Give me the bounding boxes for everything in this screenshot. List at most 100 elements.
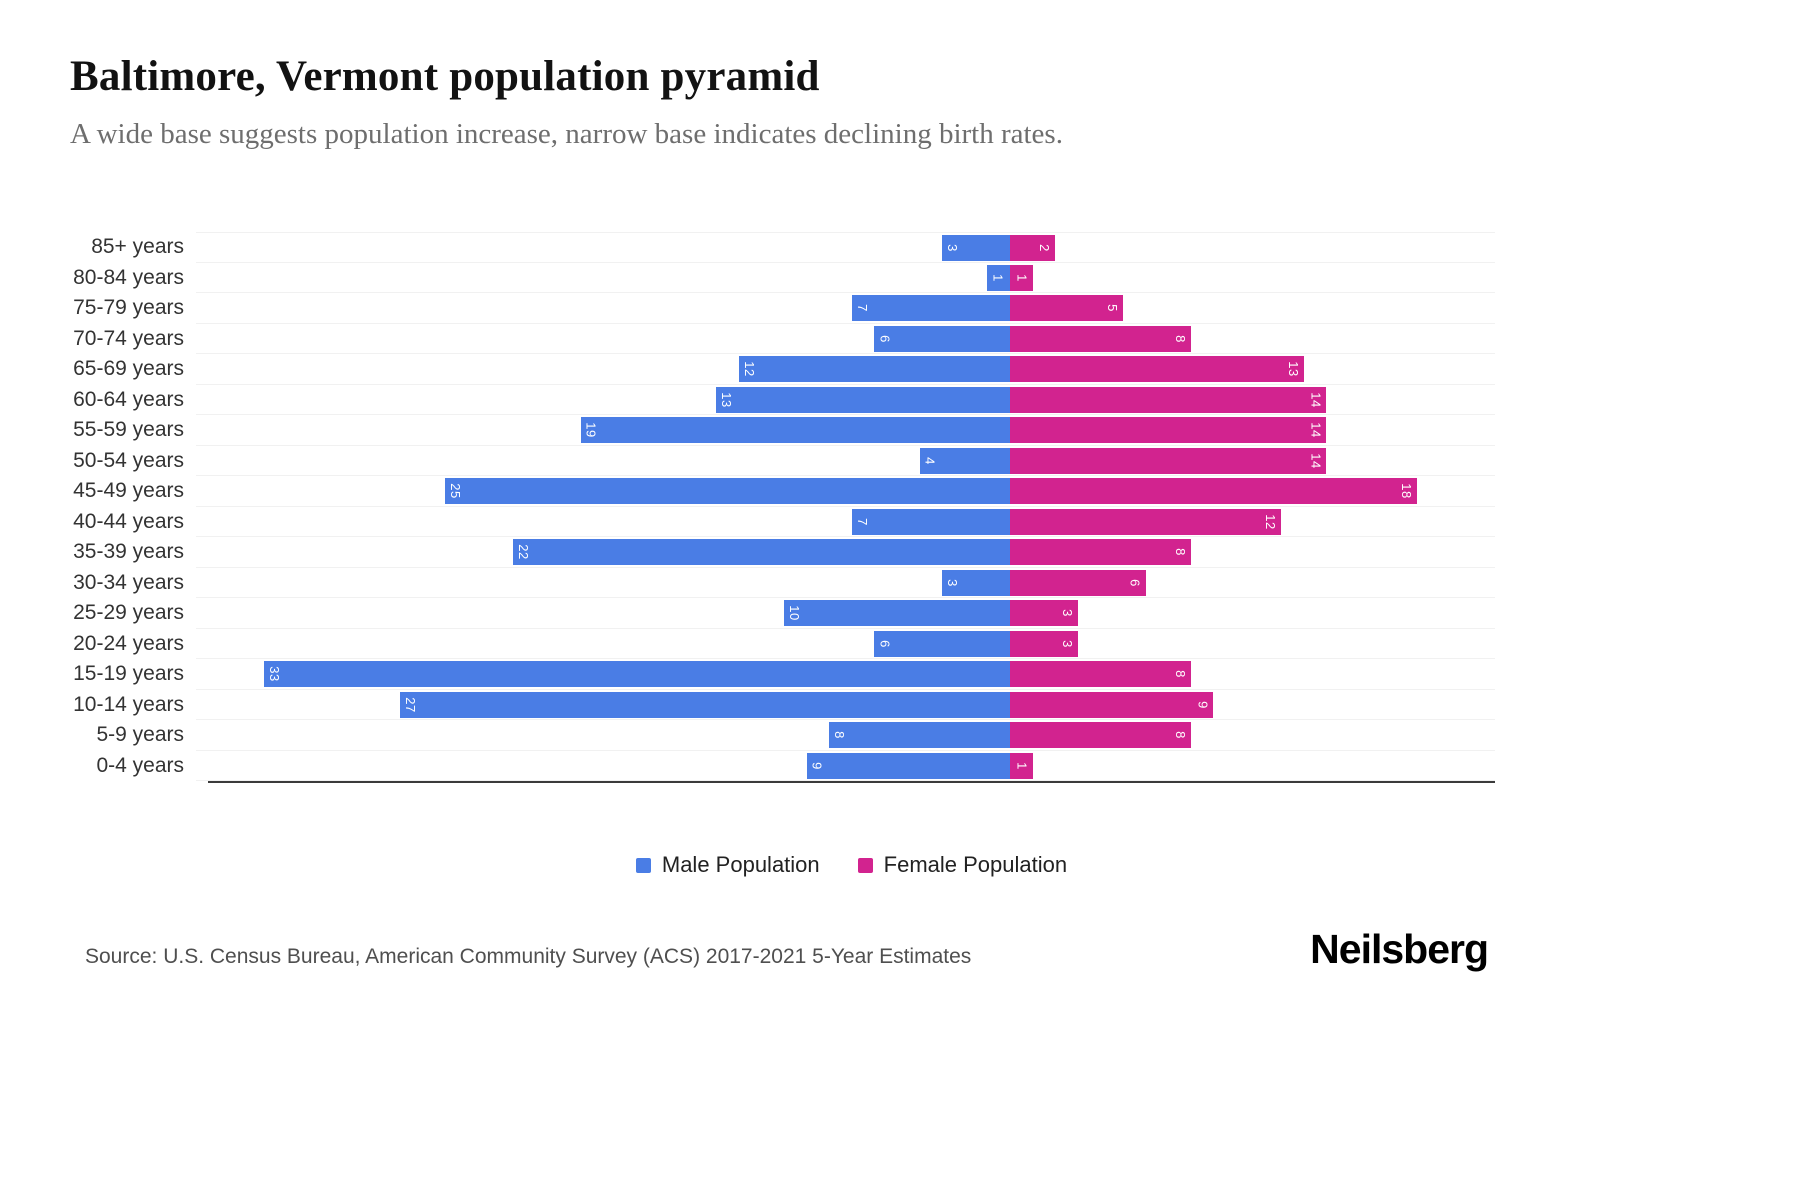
pyramid-row: 0-4 years 9 1 <box>0 751 1495 781</box>
plot-row: 4 14 <box>196 446 1495 476</box>
pyramid-row: 75-79 years 7 5 <box>0 293 1495 324</box>
female-bar[interactable]: 14 <box>1010 386 1327 413</box>
male-bar-value: 10 <box>787 605 802 621</box>
female-bar[interactable]: 14 <box>1010 447 1327 474</box>
female-bar[interactable]: 6 <box>1010 569 1146 596</box>
female-bar-value: 14 <box>1308 391 1324 408</box>
pyramid-row: 85+ years 3 2 <box>0 232 1495 263</box>
pyramid-row: 55-59 years 19 14 <box>0 415 1495 446</box>
female-bar-value: 14 <box>1308 452 1324 469</box>
legend-item-female[interactable]: Female Population <box>857 852 1067 878</box>
pyramid-row: 15-19 years 33 8 <box>0 659 1495 690</box>
male-bar[interactable]: 8 <box>829 722 1010 748</box>
female-bar-value: 1 <box>1014 273 1030 282</box>
chart-legend: Male Population Female Population <box>208 852 1495 878</box>
male-bar[interactable]: 27 <box>399 691 1010 718</box>
male-bar[interactable]: 25 <box>445 478 1010 504</box>
male-bar-value: 22 <box>515 544 531 560</box>
female-bar[interactable]: 2 <box>1010 235 1056 261</box>
female-bar[interactable]: 3 <box>1010 630 1078 657</box>
male-bar[interactable]: 3 <box>942 235 1010 261</box>
male-bar-value: 25 <box>448 483 463 499</box>
female-bar[interactable]: 8 <box>1010 325 1191 352</box>
female-bar-value: 8 <box>1172 548 1188 556</box>
age-group-label: 5-9 years <box>96 723 184 747</box>
age-group-label: 20-24 years <box>73 631 184 655</box>
female-bar[interactable]: 9 <box>1010 691 1214 718</box>
female-bar[interactable]: 14 <box>1010 417 1327 443</box>
male-bar[interactable]: 1 <box>987 264 1010 291</box>
age-group-label: 50-54 years <box>73 448 184 472</box>
female-bar-value: 8 <box>1172 670 1188 678</box>
age-group-label: 85+ years <box>91 235 184 259</box>
female-bar[interactable]: 18 <box>1010 478 1417 504</box>
male-bar-value: 6 <box>877 639 893 648</box>
male-bar-value: 9 <box>809 761 825 770</box>
male-legend-label: Male Population <box>661 852 820 877</box>
plot-row: 33 8 <box>196 659 1495 690</box>
male-bar[interactable]: 10 <box>784 600 1010 626</box>
male-bar-value: 12 <box>741 361 757 377</box>
pyramid-row: 60-64 years 13 14 <box>0 385 1495 415</box>
male-legend-swatch <box>635 857 651 873</box>
female-bar-value: 3 <box>1059 639 1075 648</box>
male-bar-value: 3 <box>945 244 961 252</box>
female-bar[interactable]: 8 <box>1010 722 1191 748</box>
chart-subtitle: A wide base suggests population increase… <box>70 118 1063 150</box>
age-group-label: 70-74 years <box>73 326 184 350</box>
male-bar[interactable]: 22 <box>512 539 1010 565</box>
female-bar[interactable]: 12 <box>1010 508 1282 535</box>
male-bar[interactable]: 19 <box>580 417 1010 443</box>
plot-row: 27 9 <box>196 690 1495 720</box>
plot-row: 25 18 <box>196 476 1495 507</box>
male-bar[interactable]: 9 <box>806 752 1010 779</box>
plot-row: 7 12 <box>196 507 1495 537</box>
female-bar[interactable]: 1 <box>1010 264 1033 291</box>
male-bar[interactable]: 4 <box>919 447 1010 474</box>
pyramid-row: 20-24 years 6 3 <box>0 629 1495 659</box>
female-bar[interactable]: 3 <box>1010 600 1078 626</box>
male-bar[interactable]: 6 <box>874 630 1010 657</box>
pyramid-row: 25-29 years 10 3 <box>0 598 1495 629</box>
female-bar-value: 2 <box>1037 244 1053 252</box>
male-bar-value: 1 <box>990 273 1006 282</box>
age-group-label: 55-59 years <box>73 418 184 442</box>
female-bar[interactable]: 5 <box>1010 295 1123 321</box>
age-group-label: 35-39 years <box>73 540 184 564</box>
pyramid-row: 40-44 years 7 12 <box>0 507 1495 537</box>
male-bar[interactable]: 7 <box>851 508 1010 535</box>
pyramid-row: 65-69 years 12 13 <box>0 354 1495 385</box>
female-bar[interactable]: 8 <box>1010 661 1191 687</box>
female-bar-value: 14 <box>1308 422 1324 438</box>
female-legend-swatch <box>857 857 873 873</box>
male-bar[interactable]: 7 <box>851 295 1010 321</box>
pyramid-row: 30-34 years 3 6 <box>0 568 1495 598</box>
female-bar[interactable]: 1 <box>1010 752 1033 779</box>
male-bar-value: 27 <box>402 696 418 713</box>
legend-item-male[interactable]: Male Population <box>635 852 820 878</box>
male-bar[interactable]: 3 <box>942 569 1010 596</box>
male-bar[interactable]: 13 <box>716 386 1010 413</box>
male-bar[interactable]: 12 <box>738 356 1010 382</box>
pyramid-row: 5-9 years 8 8 <box>0 720 1495 751</box>
male-bar-value: 8 <box>832 731 848 739</box>
age-group-label: 65-69 years <box>73 357 184 381</box>
male-bar[interactable]: 33 <box>264 661 1010 687</box>
neilsberg-logo: Neilsberg <box>1310 926 1489 972</box>
male-bar-value: 33 <box>267 666 283 682</box>
x-axis-line <box>208 781 1495 783</box>
age-group-label: 30-34 years <box>73 570 184 594</box>
male-bar[interactable]: 6 <box>874 325 1010 352</box>
male-bar-value: 4 <box>922 456 938 465</box>
female-bar[interactable]: 8 <box>1010 539 1191 565</box>
pyramid-row: 10-14 years 27 9 <box>0 690 1495 720</box>
pyramid-row: 80-84 years 1 1 <box>0 263 1495 293</box>
female-bar[interactable]: 13 <box>1010 356 1304 382</box>
